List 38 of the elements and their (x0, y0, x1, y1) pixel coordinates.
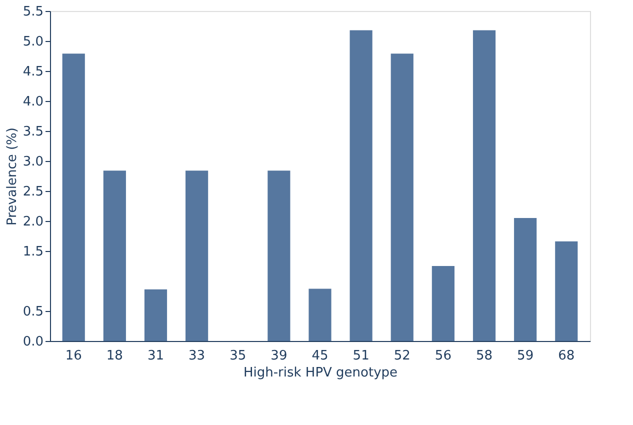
bar (103, 170, 126, 341)
y-tick-label: 0.5 (22, 304, 44, 320)
x-tick-label: 35 (230, 348, 246, 364)
y-tick-label: 4.5 (22, 64, 44, 80)
bar (432, 266, 454, 341)
x-tick-label: 33 (188, 348, 206, 364)
x-tick-label: 51 (352, 348, 370, 364)
x-tick-label: 52 (394, 348, 410, 364)
y-tick-label: 5.5 (22, 4, 44, 20)
y-tick-label: 3.5 (22, 124, 44, 140)
bar (144, 289, 168, 341)
bar (555, 241, 578, 341)
y-tick-label: 4.0 (22, 94, 44, 110)
x-tick-label: 68 (558, 348, 575, 364)
x-tick-label: 16 (65, 348, 82, 364)
bar (390, 54, 414, 341)
y-axis-title: Prevalence (%) (4, 128, 20, 226)
bar (514, 218, 537, 341)
bar (186, 170, 208, 341)
x-tick-label: 31 (147, 348, 164, 364)
x-axis-title: High-risk HPV genotype (243, 366, 398, 380)
bar (62, 54, 85, 341)
y-tick-label: 5.0 (22, 34, 44, 50)
x-tick-label: 59 (517, 348, 534, 364)
x-tick-label: 45 (312, 348, 328, 364)
bar (308, 288, 332, 341)
x-tick-label: 39 (270, 348, 288, 364)
y-tick-label: 2.5 (22, 184, 44, 200)
y-tick-label: 2.0 (22, 214, 44, 230)
x-tick-label: 18 (106, 348, 123, 364)
bar (350, 30, 372, 341)
x-tick-label: 58 (476, 348, 493, 364)
x-tick-label: 56 (434, 348, 452, 364)
bar (472, 30, 496, 341)
y-tick-label: 1.5 (22, 244, 44, 260)
y-tick-label: 3.0 (22, 154, 44, 170)
y-tick-label: 0.0 (22, 334, 44, 350)
bar (268, 170, 290, 341)
